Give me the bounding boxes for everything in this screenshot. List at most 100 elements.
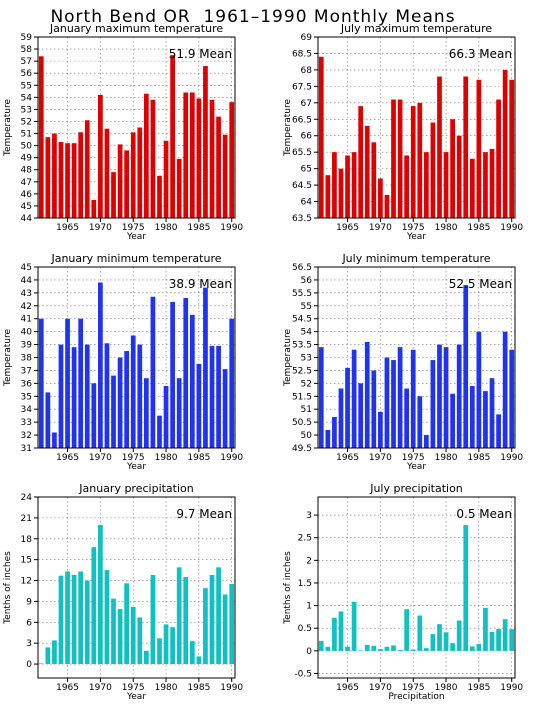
bar-1968 bbox=[84, 344, 90, 448]
bar-1984 bbox=[469, 158, 475, 218]
bar-1962 bbox=[45, 392, 51, 448]
x-axis-label: Year bbox=[126, 462, 146, 472]
bar-1965 bbox=[345, 367, 350, 448]
y-tick-label: 50.5 bbox=[292, 418, 312, 428]
bar-1969 bbox=[371, 142, 377, 218]
bar-1988 bbox=[216, 345, 221, 448]
bar-1981 bbox=[170, 301, 175, 448]
bar-1975 bbox=[130, 606, 136, 665]
mean-label: 52.5 Mean bbox=[449, 277, 512, 291]
y-tick-label: 0 bbox=[306, 647, 312, 657]
bar-1961 bbox=[38, 318, 44, 448]
y-tick-label: 56 bbox=[301, 276, 313, 286]
chart-title: July precipitation bbox=[369, 482, 463, 495]
chart-jul-min: July minimum temperature 49.5 50 50.5 51 51.5… bbox=[283, 252, 523, 472]
chart-title: January maximum temperature bbox=[49, 22, 223, 35]
bar-1963 bbox=[332, 416, 337, 448]
y-tick-label: 52 bbox=[301, 379, 312, 389]
bar-1980 bbox=[443, 347, 449, 448]
y-axis-label: Temperature bbox=[283, 329, 293, 387]
bar-1985 bbox=[476, 331, 482, 448]
x-tick-label: 1980 bbox=[435, 683, 458, 693]
x-axis-label: Precipitation bbox=[388, 692, 444, 702]
x-tick-label: 1990 bbox=[220, 683, 243, 693]
y-tick-label: 37 bbox=[21, 366, 32, 376]
x-tick-label: 1965 bbox=[336, 223, 359, 233]
bar-1966 bbox=[71, 143, 77, 218]
y-tick-label: 65 bbox=[301, 165, 312, 175]
x-tick-label: 1985 bbox=[187, 453, 210, 463]
plot-frame bbox=[317, 36, 516, 219]
y-axis-label: Temperature bbox=[3, 99, 13, 157]
bar-1967 bbox=[78, 571, 84, 665]
x-tick-label: 1990 bbox=[500, 453, 523, 463]
bar-1987 bbox=[209, 345, 215, 448]
bar-1987 bbox=[489, 148, 495, 218]
bar-1980 bbox=[163, 624, 169, 665]
plot-frame bbox=[37, 36, 236, 219]
bar-1961 bbox=[318, 347, 324, 448]
bar-1966 bbox=[351, 349, 357, 448]
plot-frame bbox=[317, 496, 516, 679]
bar-1981 bbox=[450, 119, 455, 218]
x-tick-label: 1965 bbox=[336, 683, 359, 693]
bar-1982 bbox=[456, 135, 462, 218]
y-tick-label: 64 bbox=[301, 198, 313, 208]
bar-1984 bbox=[189, 314, 195, 448]
bar-1985 bbox=[196, 656, 202, 665]
y-tick-label: 48 bbox=[21, 166, 33, 176]
bar-1971 bbox=[104, 128, 110, 218]
bar-1972 bbox=[391, 645, 396, 651]
bar-1971 bbox=[384, 357, 390, 448]
y-tick-label: 55 bbox=[301, 302, 312, 312]
y-tick-label: 18 bbox=[21, 535, 33, 545]
bar-1977 bbox=[143, 378, 149, 448]
bar-1990 bbox=[229, 584, 235, 665]
bar-1975 bbox=[130, 132, 136, 218]
bar-1986 bbox=[483, 607, 488, 651]
bar-1978 bbox=[430, 360, 436, 448]
chart-title: January minimum temperature bbox=[50, 252, 221, 265]
y-tick-label: 31 bbox=[21, 444, 32, 454]
y-tick-label: 54 bbox=[301, 328, 313, 338]
mean-label: 51.9 Mean bbox=[169, 47, 232, 61]
bar-1976 bbox=[417, 615, 423, 651]
y-tick-label: 44 bbox=[21, 276, 33, 286]
y-tick-label: 54.5 bbox=[292, 315, 312, 325]
y-tick-label: 41 bbox=[21, 315, 32, 325]
x-tick-label: 1985 bbox=[467, 683, 490, 693]
bar-1979 bbox=[157, 175, 162, 218]
y-tick-label: -0.5 bbox=[294, 669, 312, 679]
x-tick-label: 1970 bbox=[369, 453, 392, 463]
bar-1974 bbox=[404, 388, 410, 448]
x-tick-label: 1990 bbox=[220, 453, 243, 463]
bar-1988 bbox=[216, 116, 221, 218]
bar-1965 bbox=[65, 143, 70, 218]
bar-1975 bbox=[410, 649, 416, 651]
bar-1968 bbox=[364, 644, 370, 651]
x-tick-label: 1980 bbox=[435, 223, 458, 233]
bar-1980 bbox=[443, 632, 449, 651]
bar-1973 bbox=[117, 144, 123, 218]
bar-1977 bbox=[423, 152, 429, 218]
x-axis-label: Year bbox=[406, 232, 426, 242]
x-tick-label: 1980 bbox=[155, 683, 178, 693]
y-tick-label: 2 bbox=[306, 556, 312, 566]
plot-frame bbox=[37, 496, 236, 679]
bar-1969 bbox=[91, 383, 97, 448]
bar-1966 bbox=[351, 152, 357, 218]
y-tick-label: 69 bbox=[301, 33, 313, 43]
y-tick-label: 49 bbox=[21, 154, 33, 164]
y-tick-label: 36 bbox=[21, 379, 33, 389]
x-tick-label: 1985 bbox=[467, 223, 490, 233]
y-tick-label: 0 bbox=[26, 660, 32, 670]
bar-1990 bbox=[509, 79, 515, 218]
bar-1976 bbox=[137, 344, 143, 448]
bar-1982 bbox=[176, 378, 182, 448]
bar-1968 bbox=[364, 125, 370, 218]
bar-1989 bbox=[222, 134, 228, 218]
bar-1990 bbox=[229, 102, 235, 218]
x-tick-label: 1975 bbox=[402, 223, 425, 233]
chart-title: July minimum temperature bbox=[341, 252, 490, 265]
bar-1962 bbox=[45, 137, 51, 218]
